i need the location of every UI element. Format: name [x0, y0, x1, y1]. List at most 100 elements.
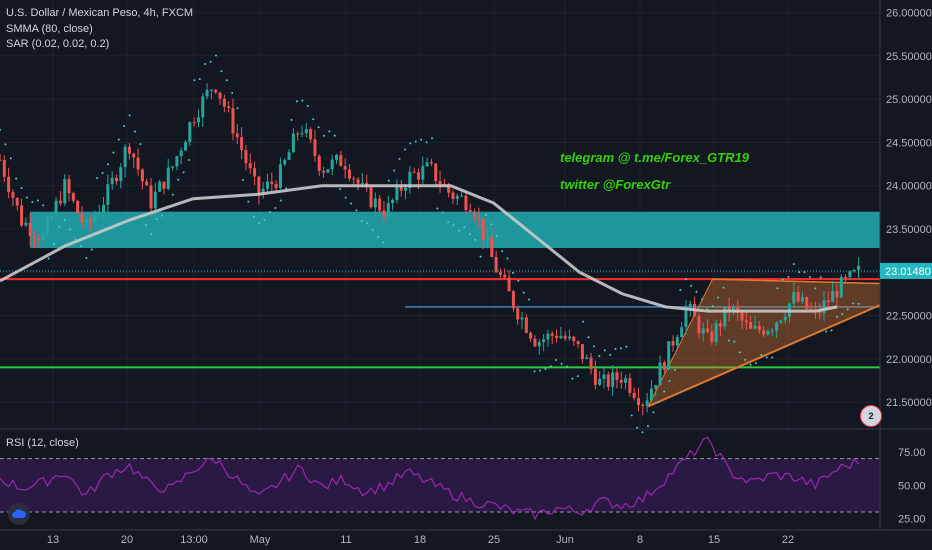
candle-body [662, 362, 666, 370]
last-price-value: 23.01480 [885, 266, 931, 278]
candle-body [404, 187, 408, 191]
alert-icon[interactable]: 2 [860, 405, 882, 427]
sar-dot [166, 205, 169, 208]
candle-body [283, 159, 287, 165]
candle-body [537, 342, 541, 347]
sar-dot [690, 284, 693, 287]
candle-body [762, 330, 766, 335]
price-pane[interactable] [0, 0, 881, 434]
candle-body [89, 219, 93, 222]
sar-dot [549, 365, 552, 368]
candle-body [140, 169, 144, 182]
sar-dot [322, 134, 325, 137]
sar-dot [722, 286, 725, 289]
twitter-watermark: twitter @ForexGtr [560, 177, 671, 192]
sar-dot [236, 107, 239, 110]
sar-dot [387, 179, 390, 182]
time-tick-label: 13 [47, 534, 59, 546]
sar-dot [279, 199, 282, 202]
time-tick-label: 8 [637, 534, 643, 546]
candle-body [559, 335, 563, 339]
sar-dot [441, 211, 444, 214]
sar-dot [673, 368, 676, 371]
candle-body [546, 333, 550, 340]
rising-wedge-upper-trendline[interactable] [712, 278, 881, 285]
sar-dot [841, 313, 844, 316]
candle-body [58, 200, 62, 204]
candle-body [123, 146, 127, 168]
candle-body [110, 177, 114, 185]
symbol-title[interactable]: U.S. Dollar / Mexican Peso, 4h, FXCM [6, 7, 194, 19]
sar-dot [0, 128, 1, 131]
candle-body [369, 187, 373, 208]
sar-dot [592, 345, 595, 348]
time-axis[interactable]: 13 20 13:00 May 11 18 25 Jun 8 15 22 [47, 534, 794, 546]
sar-dot [204, 63, 207, 66]
sar-dot [69, 228, 72, 231]
sar-dot [317, 126, 320, 129]
candle-body [602, 374, 606, 379]
candle-body [80, 213, 84, 223]
candle-body [382, 210, 386, 217]
sar-dot [393, 169, 396, 172]
candle-body [102, 204, 106, 213]
sar-dot [436, 207, 439, 210]
candle-body [209, 89, 213, 91]
sar-dot [528, 298, 531, 301]
sar-dot [808, 276, 811, 279]
candle-body [429, 162, 433, 164]
candle-body [248, 163, 252, 169]
sar-dot [484, 214, 487, 217]
candle-body [822, 300, 826, 314]
sar-dot [133, 130, 136, 133]
sar-dot [90, 248, 93, 251]
candle-body [214, 89, 218, 93]
candle-body [455, 195, 459, 199]
candle-body [76, 200, 80, 214]
candle-body [524, 317, 528, 333]
rsi-pane[interactable]: RSI (12, close) [0, 436, 880, 521]
sar-dot [285, 187, 288, 190]
alert-count: 2 [868, 411, 874, 421]
candle-body [93, 215, 97, 222]
candle-body [844, 276, 848, 278]
candle-body [270, 181, 274, 184]
candle-body [848, 271, 852, 278]
sar-dot [155, 218, 158, 221]
sar-dot [301, 99, 304, 102]
candle-body [300, 133, 304, 135]
sar-dot [533, 370, 536, 373]
candle-body [304, 129, 308, 134]
sar-dot [339, 188, 342, 191]
candle-body [33, 235, 37, 239]
time-tick-label: May [250, 534, 271, 546]
sar-dot [522, 291, 525, 294]
candle-body [296, 133, 300, 135]
candle-body [231, 108, 235, 134]
candle-body [339, 154, 343, 167]
tradingview-logo-icon[interactable] [8, 503, 30, 525]
sar-dot [47, 257, 50, 260]
sar-legend[interactable]: SAR (0.02, 0.02, 0.2) [6, 38, 110, 50]
smma-legend[interactable]: SMMA (80, close) [6, 23, 93, 35]
candle-body [235, 133, 239, 138]
time-tick-label: 18 [414, 534, 426, 546]
candle-body [671, 341, 675, 346]
sar-dot [474, 238, 477, 241]
sar-dot [290, 118, 293, 121]
sar-dot [193, 79, 196, 82]
sar-dot [792, 263, 795, 266]
candle-body [274, 183, 278, 188]
telegram-watermark: telegram @ t.me/Forex_GTR19 [560, 150, 749, 165]
rsi-axis[interactable]: 75.00 50.00 25.00 [898, 447, 926, 526]
rising-wedge-lower-trendline[interactable] [647, 304, 881, 408]
candle-body [511, 291, 515, 309]
sar-dot [58, 226, 61, 229]
sar-dot [738, 351, 741, 354]
price-axis[interactable]: 26.00000 25.50000 25.00000 24.50000 24.00000… [886, 8, 932, 409]
candle-body [736, 306, 740, 313]
sar-dot [641, 431, 644, 434]
candle-body [481, 218, 485, 241]
candle-body [335, 154, 339, 160]
